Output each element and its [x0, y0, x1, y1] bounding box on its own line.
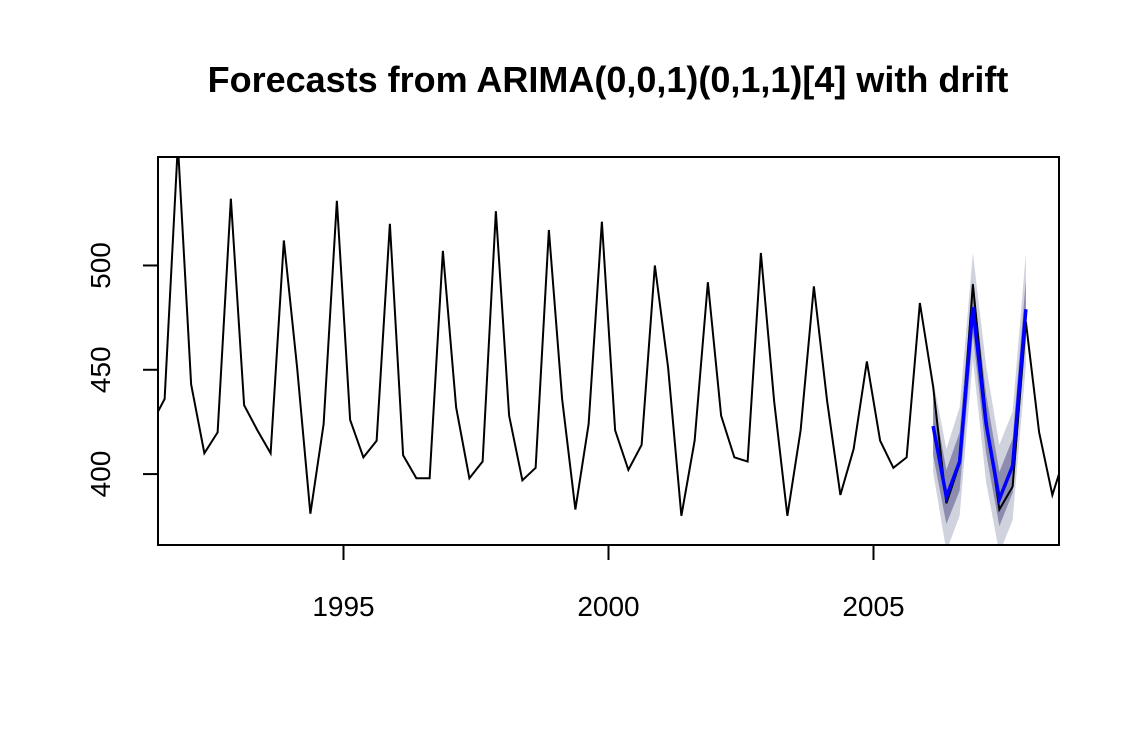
prediction-band-80: [933, 280, 1026, 527]
x-tick-label: 1995: [312, 591, 374, 622]
plot-frame: [157, 156, 1060, 546]
history-series-line: [158, 157, 1059, 516]
y-tick-label: 450: [85, 346, 116, 393]
y-axis: 400 450 500: [85, 242, 159, 498]
x-tick-label: 2000: [577, 591, 639, 622]
y-tick-label: 400: [85, 451, 116, 498]
x-axis: 1995 2000 2005: [312, 544, 905, 622]
plot-area: [158, 157, 1059, 545]
y-tick-label: 500: [85, 242, 116, 289]
forecast-series-line: [931, 306, 1028, 506]
x-tick-label: 2005: [842, 591, 904, 622]
chart-title: Forecasts from ARIMA(0,0,1)(0,1,1)[4] wi…: [208, 59, 1009, 100]
